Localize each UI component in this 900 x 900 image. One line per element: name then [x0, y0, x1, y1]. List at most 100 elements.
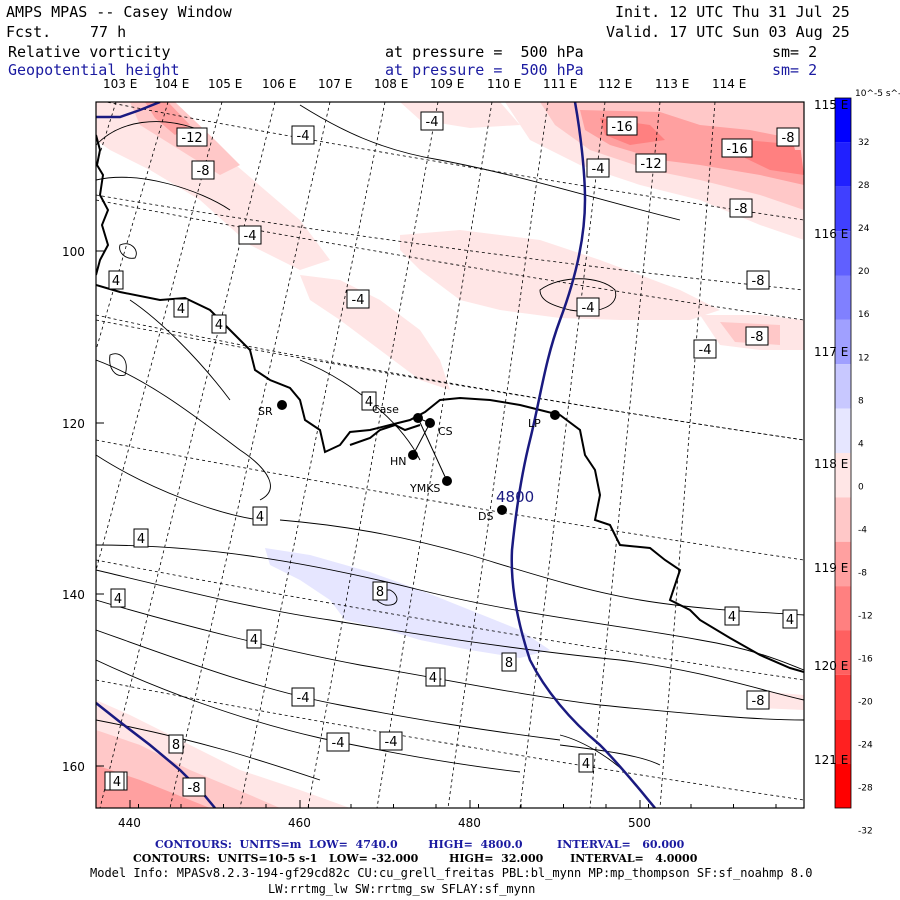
valid-time: Valid. 17 UTC Sun 03 Aug 25 [606, 23, 850, 41]
contour-label: -4 [586, 158, 610, 178]
station-dot [277, 400, 287, 410]
svg-text:4: 4 [112, 274, 120, 289]
colorbar-swatch [835, 319, 851, 365]
colorbar-swatch [835, 453, 851, 498]
lon-label-top: 108 E [374, 77, 408, 91]
contour-label: -4 [420, 111, 444, 131]
svg-text:-4: -4 [352, 293, 365, 308]
svg-text:4: 4 [114, 592, 122, 607]
geopotential-contours [96, 102, 656, 808]
contour-label: 4 [724, 606, 740, 626]
lon-label-top: 112 E [598, 77, 632, 91]
lon-label-top: 110 E [487, 77, 521, 91]
lon-label-top: 107 E [318, 77, 352, 91]
colorbar-swatch [835, 497, 851, 542]
footer-height-contours: CONTOURS: UNITS=m LOW= 4740.0 HIGH= 4800… [155, 838, 685, 851]
contour-label: -8 [182, 777, 206, 797]
y-tick-label: 120 [62, 417, 85, 431]
svg-text:4: 4 [728, 610, 736, 625]
colorbar-label: -16 [858, 655, 873, 665]
contour-label: -8 [746, 690, 770, 710]
colorbar-label: -24 [858, 741, 873, 751]
contour-label: -4 [379, 731, 403, 751]
lon-label-right: 119 E [814, 561, 848, 575]
svg-text:-4: -4 [385, 735, 398, 750]
svg-text:-12: -12 [181, 131, 202, 146]
contour-label: 8 [372, 581, 388, 601]
coastline [96, 134, 804, 673]
y-tick-label: 140 [62, 588, 85, 602]
lon-label-top: 103 E [103, 77, 137, 91]
svg-text:-4: -4 [297, 129, 310, 144]
contour-label: -16 [606, 116, 638, 136]
station-label: DS [478, 510, 493, 523]
lon-label-top: 113 E [655, 77, 689, 91]
lon-label-right: 115 E [814, 98, 848, 112]
contour-label: -8 [191, 160, 215, 180]
map-title: AMPS MPAS -- Casey Window [6, 3, 232, 21]
contour-label: 4 [252, 506, 268, 526]
station-dot [413, 413, 423, 423]
contour-label: -4 [346, 289, 370, 309]
svg-text:4: 4 [215, 318, 223, 333]
colorbar-label: 20 [858, 267, 870, 277]
station-label: Case [372, 403, 399, 416]
contour-label: -4 [693, 339, 717, 359]
svg-text:-8: -8 [752, 274, 765, 289]
contour-label: 4 [108, 270, 124, 290]
colorbar-swatch [835, 364, 851, 409]
x-tick-label: 460 [288, 816, 311, 830]
init-time: Init. 12 UTC Thu 31 Jul 25 [615, 3, 850, 21]
svg-text:-4: -4 [699, 343, 712, 358]
plot-frame [95, 101, 805, 809]
colorbar-label: 8 [858, 396, 864, 406]
svg-text:-8: -8 [782, 131, 795, 146]
lon-label-top: 105 E [208, 77, 242, 91]
colorbar-swatch [835, 186, 851, 232]
svg-text:4: 4 [250, 633, 258, 648]
lon-label-right: 118 E [814, 457, 848, 471]
colorbar: 32 28 24 20 16 12 8 4 0 -4 -8 -12 -16 -20 -24 -28 -32 10^… [834, 89, 900, 837]
svg-text:4: 4 [582, 757, 590, 772]
station-dot [408, 450, 418, 460]
contour-label: 8 [168, 734, 184, 754]
colorbar-label: -28 [858, 784, 873, 794]
colorbar-label: 16 [858, 310, 870, 320]
station-dot [425, 418, 435, 428]
svg-text:-16: -16 [726, 142, 747, 157]
svg-text:4: 4 [113, 775, 121, 790]
station-label: HN [390, 455, 407, 468]
svg-text:4: 4 [137, 532, 145, 547]
footer-physics-info: LW:rrtmg_lw SW:rrtmg_sw SFLAY:sf_mynn [268, 882, 536, 896]
colorbar-label: 24 [858, 224, 870, 234]
station-markers: SR Case CS HN YMKS DS LP [258, 400, 560, 523]
contour-label: -8 [729, 198, 753, 218]
svg-text:-4: -4 [426, 115, 439, 130]
colorbar-label: -20 [858, 698, 873, 708]
contour-label: 4 [578, 753, 594, 773]
footer-vort-contours: CONTOURS: UNITS=10-5 s-1 LOW= -32.000 HI… [133, 852, 698, 865]
contour-label: -16 [721, 138, 753, 158]
colorbar-swatch [835, 674, 851, 720]
station-dot [497, 505, 507, 515]
colorbar-label: 0 [858, 482, 864, 492]
y-tick-label: 160 [62, 760, 85, 774]
colorbar-swatch [835, 763, 851, 808]
colorbar-swatch [835, 719, 851, 764]
y-tick-label: 100 [62, 245, 85, 259]
svg-text:8: 8 [376, 585, 384, 600]
svg-text:4: 4 [177, 302, 185, 317]
colorbar-label: -8 [858, 568, 867, 578]
contour-label: 4 [211, 314, 227, 334]
colorbar-swatch [835, 231, 851, 276]
svg-text:-8: -8 [197, 164, 210, 179]
lon-label-right: 121 E [814, 753, 848, 767]
svg-text:-4: -4 [332, 736, 345, 751]
station-label: CS [438, 425, 453, 438]
axes: 440 460 480 500 100 120 140 160 [62, 245, 777, 830]
height-contour-label: 4800 [496, 488, 534, 506]
station-dot [442, 476, 452, 486]
svg-text:-8: -8 [751, 330, 764, 345]
field1-level: at pressure = 500 hPa [385, 43, 584, 61]
